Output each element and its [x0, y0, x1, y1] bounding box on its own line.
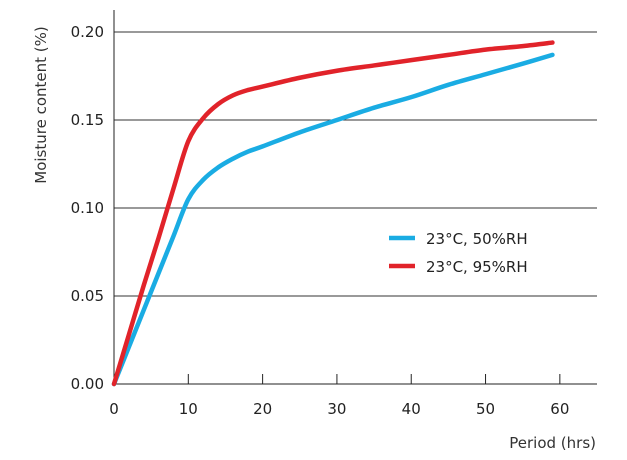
y-tick-label: 0.00	[71, 375, 104, 393]
y-tick-label: 0.15	[71, 111, 104, 129]
x-tick-label: 40	[402, 400, 421, 418]
legend-label-1: 23°C, 50%RH	[426, 230, 528, 248]
x-axis-title: Period (hrs)	[509, 434, 596, 452]
legend-label-2: 23°C, 95%RH	[426, 258, 528, 276]
y-tick-label: 0.20	[71, 23, 104, 41]
tick-labels: 0.00 0.05 0.10 0.15 0.20 0 10 20 30 40 50 60	[71, 23, 570, 418]
x-tick-label: 30	[327, 400, 346, 418]
x-tick-label: 0	[109, 400, 119, 418]
x-tick-label: 10	[179, 400, 198, 418]
series-lines	[111, 40, 555, 387]
y-axis-title: Moisture content (%)	[32, 26, 50, 183]
gridlines	[114, 31, 597, 297]
series-line-2	[111, 40, 555, 387]
legend: 23°C, 50%RH 23°C, 95%RH	[389, 230, 528, 276]
x-tick-label: 60	[550, 400, 569, 418]
x-tick-label: 50	[476, 400, 495, 418]
series-line-1	[111, 52, 555, 387]
y-tick-label: 0.10	[71, 199, 104, 217]
x-tick-label: 20	[253, 400, 272, 418]
y-tick-label: 0.05	[71, 287, 104, 305]
axes	[113, 10, 597, 385]
